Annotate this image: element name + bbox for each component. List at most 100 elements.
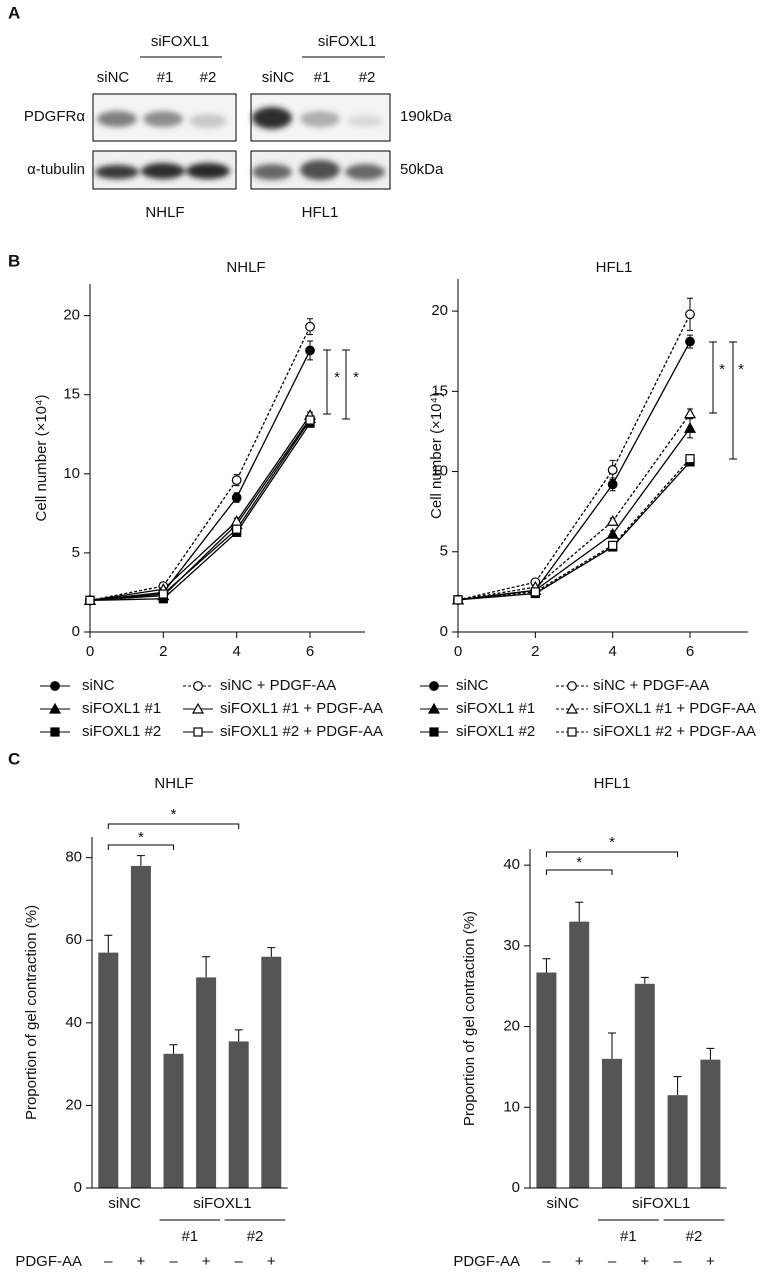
series-line: [457, 427, 691, 601]
x-tick-label: 6: [686, 643, 694, 660]
legend-label: siFOXL1 #2: [82, 723, 161, 740]
y-tick-label: 20: [503, 1018, 520, 1035]
significance-label: *: [609, 834, 615, 851]
marker: [683, 421, 697, 433]
bar: [261, 956, 282, 1188]
significance-bracket: [107, 844, 174, 850]
group-label: siFOXL1: [151, 33, 209, 50]
significance-bracket: [729, 341, 737, 460]
marker: [565, 702, 579, 714]
error-bar: [673, 1076, 682, 1096]
y-axis-label: Proportion of gel contraction (%): [461, 911, 478, 1126]
y-tick-label: 80: [65, 849, 82, 866]
marker: [530, 587, 540, 597]
error-bar: [202, 956, 211, 978]
group-label: siFOXL1: [318, 33, 376, 50]
marker: [50, 727, 60, 737]
marker: [683, 407, 697, 419]
marker: [685, 454, 695, 464]
y-tick-label: 0: [74, 1179, 82, 1196]
group-label: siFOXL1: [632, 1195, 690, 1212]
y-tick-label: 10: [503, 1098, 520, 1115]
group-label: siFOXL1: [193, 1195, 251, 1212]
x-tick-label: –: [608, 1253, 617, 1270]
marker: [191, 702, 205, 714]
legend-label: siNC + PDGF-AA: [593, 677, 709, 694]
series-line: [457, 458, 691, 601]
error-bar: [104, 934, 113, 953]
error-bar: [267, 947, 276, 957]
chart-title: HFL1: [594, 775, 631, 792]
significance-bracket: [545, 869, 613, 875]
error-bar: [575, 901, 584, 922]
marker: [158, 589, 168, 599]
bar: [163, 1053, 184, 1188]
y-axis-label: Cell number (×10⁴): [33, 395, 50, 522]
marker: [85, 595, 95, 605]
legend-label: siFOXL1 #1 + PDGF-AA: [220, 700, 383, 717]
bar: [536, 972, 557, 1188]
y-tick-label: 15: [63, 386, 80, 403]
series-line: [89, 418, 311, 602]
marker: [567, 727, 577, 737]
x-tick-label: +: [137, 1253, 146, 1270]
group-label: siNC: [108, 1195, 141, 1212]
subgroup-label: #1: [620, 1228, 637, 1245]
y-tick-label: 0: [512, 1179, 520, 1196]
marker: [427, 702, 441, 714]
x-tick-label: +: [640, 1253, 649, 1270]
series-line: [457, 461, 691, 601]
row-label: α-tubulin: [27, 161, 85, 178]
subgroup-label: #2: [686, 1228, 703, 1245]
y-tick-label: 40: [65, 1014, 82, 1031]
x-tick-label: –: [542, 1253, 551, 1270]
marker: [232, 524, 242, 534]
chart: 0 5 10 15 20 HFL1 Cell number (×10⁴) 0 2 4 6 siNC si…: [420, 259, 756, 740]
marker: [230, 515, 243, 526]
x-tick-label: 4: [232, 643, 240, 660]
lane-label: #2: [200, 69, 217, 86]
bar: [130, 865, 151, 1188]
y-tick-label: 20: [65, 1096, 82, 1113]
chart: 0 20 40 60 80 NHLF Proportion of gel contracti…: [15, 775, 288, 1270]
y-tick-label: 0: [72, 623, 80, 640]
series-line: [89, 419, 311, 602]
chart-title: NHLF: [226, 259, 265, 276]
bar: [602, 1058, 622, 1188]
lane-label: siNC: [97, 69, 130, 86]
x-tick-label: –: [235, 1253, 244, 1270]
x-tick-label: 4: [608, 643, 616, 660]
x-tick-label: +: [706, 1253, 715, 1270]
error-bar: [234, 1029, 243, 1042]
y-tick-label: 5: [440, 543, 448, 560]
legend-label: siNC: [456, 677, 489, 694]
marker: [606, 515, 619, 526]
legend-label: siFOXL1 #2 + PDGF-AA: [593, 723, 756, 740]
significance-bracket: [342, 349, 350, 420]
marker: [608, 540, 618, 550]
marker: [453, 595, 463, 605]
lane-label: #1: [157, 69, 174, 86]
bar: [634, 983, 655, 1188]
y-tick-label: 60: [65, 931, 82, 948]
significance-label: *: [138, 829, 144, 846]
x-tick-label: +: [267, 1253, 276, 1270]
chart: 0 5 10 15 20 NHLF Cell number (×10⁴) 0 2 4 6 siNC si…: [33, 259, 383, 740]
significance-bracket: [709, 341, 717, 414]
cell-label: NHLF: [145, 204, 184, 221]
marker: [429, 727, 439, 737]
y-tick-label: 10: [431, 463, 448, 480]
x-tick-label: –: [104, 1253, 113, 1270]
y-tick-label: 15: [431, 382, 448, 399]
x-tick-label: 2: [159, 643, 167, 660]
significance-bracket: [323, 349, 331, 415]
blot-panel: siFOXL1 siFOXL1 siNC #1 #2 siNC #1 #2 PD…: [24, 33, 453, 221]
error-bar: [640, 976, 649, 984]
legend-label: siFOXL1 #1: [82, 700, 161, 717]
lane-label: #2: [359, 69, 376, 86]
x-tick-label: –: [673, 1253, 682, 1270]
significance-label: *: [576, 854, 582, 871]
category-axis-label: PDGF-AA: [15, 1253, 82, 1270]
series-line: [457, 341, 691, 601]
chart: 0 10 20 30 40 HFL1 Proportion of gel contracti…: [453, 775, 727, 1270]
